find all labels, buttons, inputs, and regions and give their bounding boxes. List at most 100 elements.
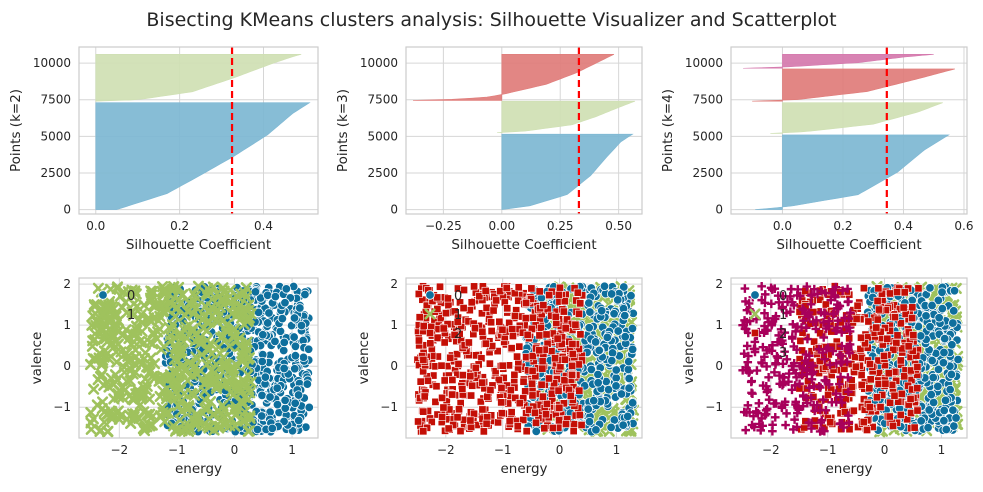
scatter-point-cluster-1 (188, 389, 201, 401)
scatter-point-cluster-1 (192, 368, 204, 380)
scatter-point-cluster-1 (179, 309, 191, 321)
scatter-series (413, 281, 640, 437)
scatter-point-cluster-3 (757, 358, 767, 368)
scatter-point-cluster-0 (933, 364, 944, 375)
scatter-point-cluster-2 (467, 391, 476, 400)
scatter-point-cluster-0 (951, 413, 961, 423)
scatter-point-cluster-1 (123, 354, 136, 366)
legend-marker-0 (425, 290, 435, 300)
scatter-point-cluster-2 (874, 379, 883, 388)
scatter-point-cluster-0 (584, 323, 594, 333)
scatter-point-cluster-3 (786, 284, 796, 294)
scatter-point-cluster-2 (448, 375, 457, 384)
scatter-point-cluster-2 (836, 288, 845, 297)
scatter-point-cluster-2 (537, 323, 545, 332)
scatter-point-cluster-1 (212, 341, 225, 353)
scatter-point-cluster-1 (111, 282, 123, 295)
silhouette-cluster-0 (501, 133, 634, 210)
scatter-point-cluster-0 (925, 283, 935, 293)
y-tick-label: −1 (380, 400, 398, 414)
scatter-point-cluster-3 (806, 299, 816, 309)
scatter-point-cluster-0 (627, 323, 638, 334)
scatter-point-cluster-1 (178, 324, 191, 336)
scatter-point-cluster-1 (88, 383, 100, 395)
scatter-point-cluster-1 (202, 282, 214, 295)
scatter-point-cluster-2 (553, 334, 562, 343)
scatter-point-cluster-3 (824, 316, 834, 326)
scatter-point-cluster-2 (881, 379, 890, 388)
scatter-point-cluster-2 (415, 313, 424, 322)
scatter-point-cluster-2 (436, 282, 444, 291)
scatter-point-cluster-2 (508, 332, 517, 340)
scatter-point-cluster-2 (892, 339, 901, 347)
y-tick-label: 5000 (40, 129, 71, 143)
silhouette-cluster-0 (755, 134, 950, 210)
scatter-point-cluster-1 (238, 318, 250, 330)
scatter-point-cluster-2 (539, 301, 548, 310)
scatter-point-cluster-1 (166, 372, 178, 384)
scatter-point-cluster-0 (618, 420, 628, 430)
scatter-point-cluster-0 (924, 405, 934, 415)
scatter-point-cluster-3 (764, 372, 773, 382)
scatter-point-cluster-1 (215, 332, 227, 344)
scatter-point-cluster-0 (270, 291, 281, 302)
legend-label-0: 0 (779, 289, 787, 304)
scatter-point-cluster-2 (560, 355, 569, 364)
scatter-point-cluster-0 (303, 344, 314, 354)
x-tick-label: 0.2 (833, 219, 852, 233)
scatter-point-cluster-2 (573, 288, 582, 297)
scatter-point-cluster-0 (257, 411, 267, 421)
scatter-point-cluster-0 (925, 322, 935, 332)
scatter-point-cluster-3 (783, 297, 792, 307)
scatter-point-cluster-3 (811, 324, 821, 334)
scatter-point-cluster-1 (165, 297, 177, 309)
x-tick-label: 0.2 (170, 219, 189, 233)
scatter-point-cluster-2 (851, 362, 860, 371)
scatter-point-cluster-0 (940, 333, 950, 344)
scatter-point-cluster-2 (542, 410, 550, 419)
scatter-point-cluster-2 (856, 345, 865, 353)
scatter-point-cluster-3 (788, 319, 798, 329)
x-tick-label: 0 (881, 443, 889, 457)
scatter-point-cluster-2 (849, 406, 858, 415)
scatter-point-cluster-3 (788, 332, 797, 342)
scatter-point-cluster-3 (760, 308, 769, 318)
scatter-point-cluster-0 (295, 303, 305, 313)
scatter-point-cluster-3 (798, 304, 807, 313)
scatter-point-cluster-2 (562, 420, 570, 428)
y-tick-label: −1 (705, 400, 723, 414)
scatter-point-cluster-1 (220, 418, 233, 430)
scatter-point-cluster-2 (542, 330, 551, 339)
scatter-point-cluster-3 (747, 388, 756, 398)
scatter-point-cluster-2 (416, 377, 425, 386)
scatter-point-cluster-2 (906, 395, 915, 403)
scatter-point-cluster-1 (136, 325, 148, 338)
scatter-point-cluster-0 (258, 330, 268, 340)
scatter-point-cluster-0 (623, 364, 634, 375)
scatter-point-cluster-2 (467, 298, 476, 307)
scatter-point-cluster-3 (807, 369, 817, 379)
scatter-point-cluster-0 (264, 308, 274, 318)
scatter-point-cluster-0 (916, 416, 926, 426)
scatter-point-cluster-0 (593, 378, 603, 388)
scatter-point-cluster-0 (302, 379, 313, 389)
scatter-point-cluster-0 (265, 392, 275, 402)
scatter-point-cluster-1 (169, 332, 182, 344)
x-tick-label: 1 (613, 443, 621, 457)
scatter-point-cluster-0 (260, 372, 271, 382)
scatter-point-cluster-2 (419, 355, 428, 364)
y-tick-label: 0 (715, 203, 723, 217)
scatter-point-cluster-2 (469, 409, 478, 418)
scatter-point-cluster-0 (263, 318, 273, 328)
scatter-point-cluster-1 (240, 282, 252, 294)
scatter-point-cluster-0 (939, 347, 949, 358)
scatter-point-cluster-3 (757, 414, 766, 423)
scatter-point-cluster-3 (838, 286, 847, 296)
scatter-point-cluster-2 (528, 366, 537, 375)
scatter-point-cluster-2 (478, 309, 486, 318)
scatter-point-cluster-2 (513, 422, 522, 431)
scatter-point-cluster-2 (866, 360, 874, 369)
scatter-point-cluster-0 (606, 422, 616, 433)
scatter-point-cluster-1 (116, 301, 128, 314)
scatter-point-cluster-0 (613, 326, 623, 336)
